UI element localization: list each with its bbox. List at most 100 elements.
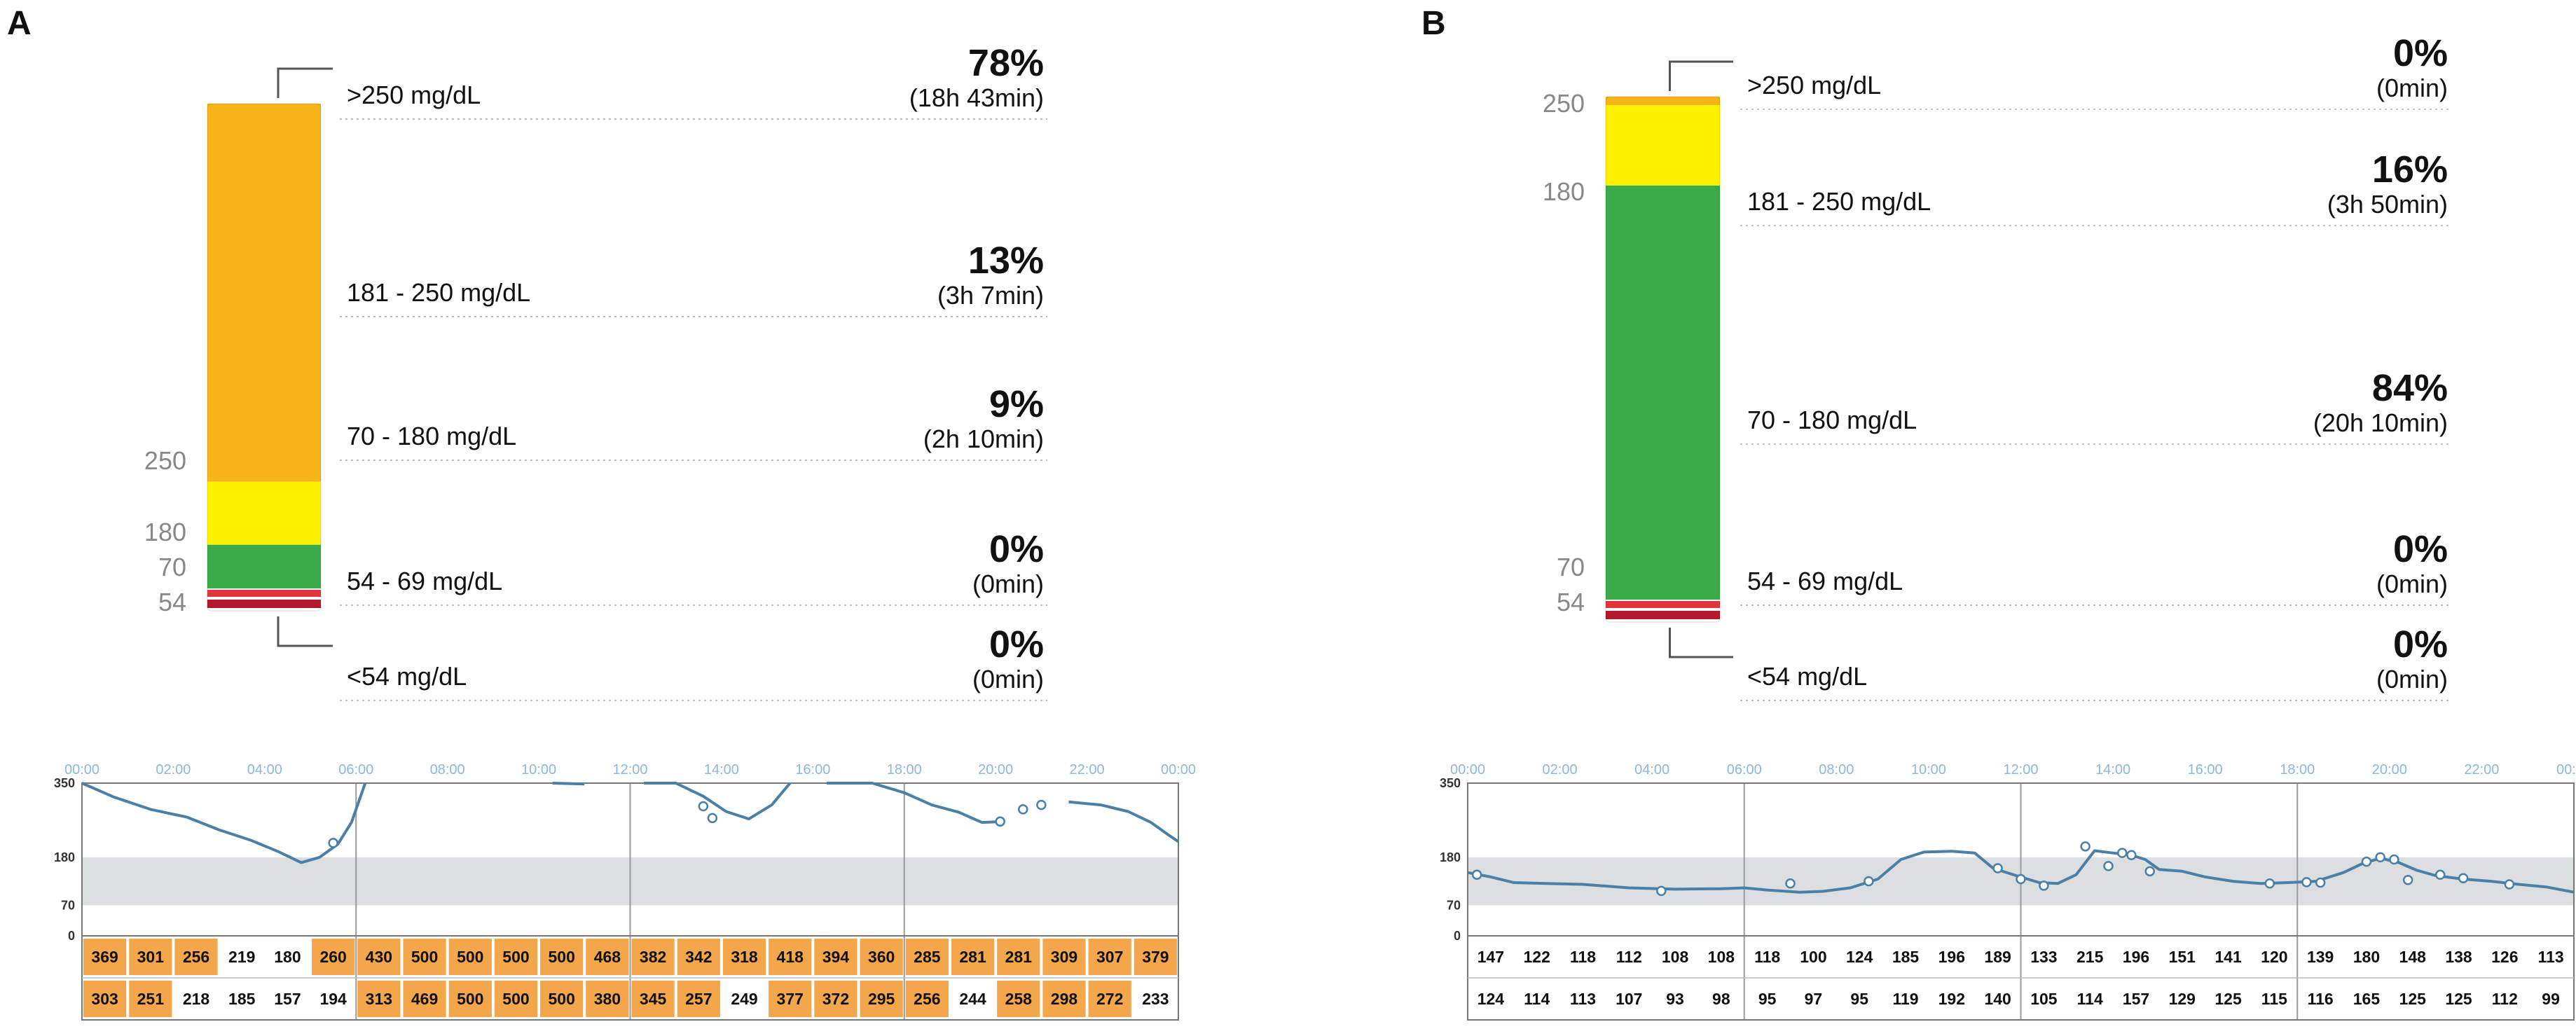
bar-segment-below-54	[1606, 611, 1720, 619]
table-cell	[1838, 981, 1882, 1017]
bar-gap	[207, 597, 321, 600]
range-label: >250 mg/dL	[1747, 71, 1881, 99]
table-cell-value: 95	[1850, 990, 1868, 1008]
glucose-reading-point	[2039, 880, 2049, 891]
scale-label: 180	[144, 518, 186, 546]
table-cell	[860, 939, 903, 975]
table-cell-value: 468	[594, 948, 621, 966]
x-tick-label: 16:00	[2188, 762, 2223, 778]
table-cell	[1469, 981, 1513, 1017]
bar-segment-70-180	[207, 544, 321, 588]
table-cell-value: 500	[502, 990, 529, 1008]
table-cell-value: 233	[1142, 990, 1169, 1008]
table-cell-value: 185	[1892, 948, 1920, 966]
table-cell-value: 95	[1758, 990, 1777, 1008]
glucose-reading-point	[1785, 878, 1796, 889]
table-cell-value: 345	[640, 990, 667, 1008]
y-tick-label: 350	[54, 776, 75, 790]
panel-b: B 250 180 70 54 >250 mg/dL 0% (0min) 181 - 250 …	[1288, 0, 2576, 1025]
table-cell	[2022, 939, 2066, 975]
table-cell-value: 313	[366, 990, 392, 1008]
table-cell	[1745, 939, 1789, 975]
table-cell	[266, 981, 310, 1017]
table-cell-value: 114	[2077, 990, 2103, 1008]
table-cell	[1791, 939, 1835, 975]
table-cell-value: 118	[1570, 948, 1596, 966]
table-cell	[1042, 939, 1086, 975]
x-tick-label: 06:00	[338, 762, 373, 778]
table-cell	[494, 939, 538, 975]
table-cell	[357, 939, 401, 975]
x-tick-label: 06:00	[1727, 762, 1762, 778]
table-cell-value: 380	[594, 990, 621, 1008]
glucose-reading-point	[1992, 863, 2003, 873]
range-duration: (20h 10min)	[2313, 408, 2448, 437]
table-cell	[2529, 939, 2572, 975]
table-cell	[1884, 939, 1927, 975]
table-cell	[2437, 939, 2481, 975]
scale-label: 54	[158, 588, 186, 616]
table-cell-value: 244	[959, 990, 986, 1008]
x-tick-label: 20:00	[978, 762, 1013, 778]
x-tick-label: 02:00	[1543, 762, 1578, 778]
glucose-reading-point	[995, 816, 1005, 827]
glucose-reading-point	[2144, 866, 2155, 877]
table-cell	[1699, 939, 1743, 975]
glucose-reading-point	[2103, 861, 2114, 871]
table-cell-value: 125	[2399, 990, 2427, 1008]
table-cell	[997, 981, 1040, 1017]
glucose-reading-point	[2264, 878, 2275, 889]
table-cell	[677, 981, 720, 1017]
panel-a: A 250 180 70 54 >250 mg/dL 78% (18h 43min) 181 …	[0, 0, 1288, 1025]
range-percent: 0%	[2393, 32, 2448, 74]
table-cell-value: 116	[2308, 990, 2334, 1008]
bar-segment-above-250	[1606, 97, 1720, 105]
glucose-trace-line	[826, 782, 1005, 824]
table-cell-value: 500	[457, 948, 483, 966]
table-cell-value: 215	[2076, 948, 2104, 966]
table-cell	[2529, 981, 2572, 1017]
table-cell	[1653, 939, 1697, 975]
table-cell	[83, 939, 127, 975]
table-cell	[1699, 981, 1743, 1017]
table-cell	[2068, 939, 2112, 975]
range-label: >250 mg/dL	[347, 81, 481, 109]
table-cell	[1929, 939, 1974, 975]
range-percent: 0%	[2393, 528, 2448, 570]
bar-segment-70-180	[1606, 185, 1720, 608]
x-tick-label: 00:00	[64, 762, 99, 778]
table-cell	[1976, 981, 2020, 1017]
bar-segment-54-69	[207, 590, 321, 597]
table-cell	[2390, 981, 2434, 1017]
range-duration: (0min)	[972, 569, 1044, 598]
table-cell-value: 105	[2030, 990, 2058, 1008]
bar-segment-54-69	[1606, 601, 1720, 608]
range-label: 70 - 180 mg/dL	[347, 422, 516, 450]
table-cell	[814, 981, 857, 1017]
table-cell	[174, 981, 218, 1017]
x-tick-label: 18:00	[887, 762, 922, 778]
glucose-reading-point	[1864, 876, 1874, 887]
table-cell-value: 219	[228, 948, 255, 966]
range-duration: (0min)	[2376, 665, 2448, 693]
top-bracket	[277, 67, 333, 98]
table-cell-value: 97	[1805, 990, 1823, 1008]
table-cell-value: 113	[2538, 948, 2564, 966]
table-cell-value: 180	[274, 948, 301, 966]
table-cell	[1515, 939, 1559, 975]
x-tick-label: 22:00	[2464, 762, 2499, 778]
range-percent: 16%	[2372, 149, 2448, 191]
y-tick-label: 70	[61, 898, 75, 912]
table-cell-value: 281	[959, 948, 986, 966]
table-cell	[2483, 939, 2527, 975]
range-label: 70 - 180 mg/dL	[1747, 406, 1917, 434]
table-cell-value: 257	[685, 990, 712, 1008]
table-cell-value: 151	[2169, 948, 2196, 966]
table-cell-value: 272	[1096, 990, 1123, 1008]
table-cell	[1042, 981, 1086, 1017]
table-cell	[1791, 981, 1835, 1017]
table-cell	[677, 939, 720, 975]
table-cell	[2206, 939, 2250, 975]
x-tick-label: 12:00	[2003, 762, 2038, 778]
table-cell	[769, 981, 812, 1017]
